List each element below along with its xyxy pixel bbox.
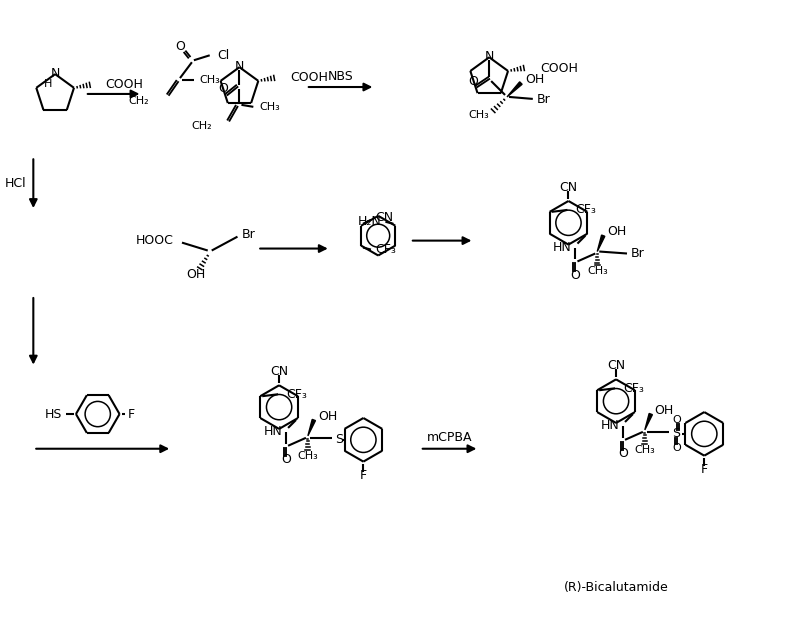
Text: CN: CN [375, 211, 393, 224]
Text: CF₃: CF₃ [575, 203, 596, 216]
Text: S: S [336, 433, 344, 446]
Text: CH₃: CH₃ [634, 445, 655, 455]
Text: O: O [281, 453, 291, 466]
Text: CN: CN [270, 365, 288, 378]
Text: COOH: COOH [540, 62, 578, 75]
Text: O: O [570, 269, 580, 282]
Text: O: O [175, 40, 185, 53]
Text: OH: OH [186, 268, 206, 281]
Text: COOH: COOH [290, 72, 328, 85]
Text: F: F [701, 463, 708, 476]
Polygon shape [507, 82, 522, 97]
Text: F: F [127, 407, 134, 420]
Text: N: N [485, 50, 494, 63]
Text: NBS: NBS [328, 70, 354, 83]
Text: Br: Br [537, 93, 550, 106]
Text: O: O [218, 82, 229, 96]
Text: HCl: HCl [5, 177, 26, 190]
Text: O: O [672, 442, 681, 453]
Text: OH: OH [607, 225, 626, 238]
Text: CF₃: CF₃ [286, 387, 307, 400]
Text: Cl: Cl [218, 49, 230, 62]
Text: N: N [50, 67, 60, 80]
Text: O: O [468, 75, 478, 88]
Text: HS: HS [45, 407, 62, 420]
Text: S: S [673, 428, 681, 441]
Text: CH₂: CH₂ [129, 96, 150, 106]
Text: HOOC: HOOC [136, 234, 174, 247]
Text: OH: OH [654, 404, 674, 417]
Text: OH: OH [318, 410, 337, 423]
Text: O: O [672, 415, 681, 425]
Text: HN: HN [553, 241, 571, 254]
Polygon shape [645, 413, 653, 430]
Text: CN: CN [559, 180, 578, 193]
Text: H: H [44, 79, 52, 89]
Text: H₂N: H₂N [358, 215, 382, 228]
Text: HN: HN [263, 425, 282, 438]
Text: HN: HN [600, 420, 619, 433]
Text: Br: Br [242, 228, 255, 241]
Text: Br: Br [631, 247, 645, 260]
Polygon shape [598, 235, 605, 252]
Text: CN: CN [607, 359, 625, 372]
Text: CH₃: CH₃ [298, 451, 318, 460]
Text: COOH: COOH [106, 78, 143, 91]
Text: CF₃: CF₃ [623, 382, 644, 395]
Text: (R)-Bicalutamide: (R)-Bicalutamide [564, 581, 669, 594]
Text: N: N [234, 60, 244, 73]
Text: O: O [618, 447, 628, 460]
Text: CH₂: CH₂ [191, 121, 212, 130]
Text: CH₃: CH₃ [587, 266, 608, 276]
Text: CH₃: CH₃ [259, 102, 280, 112]
Text: CH₃: CH₃ [200, 75, 221, 85]
Text: mCPBA: mCPBA [427, 431, 472, 444]
Text: F: F [360, 469, 367, 482]
Text: CF₃: CF₃ [375, 243, 396, 256]
Text: OH: OH [525, 72, 544, 85]
Text: CH₃: CH₃ [469, 110, 489, 120]
Polygon shape [308, 420, 315, 436]
